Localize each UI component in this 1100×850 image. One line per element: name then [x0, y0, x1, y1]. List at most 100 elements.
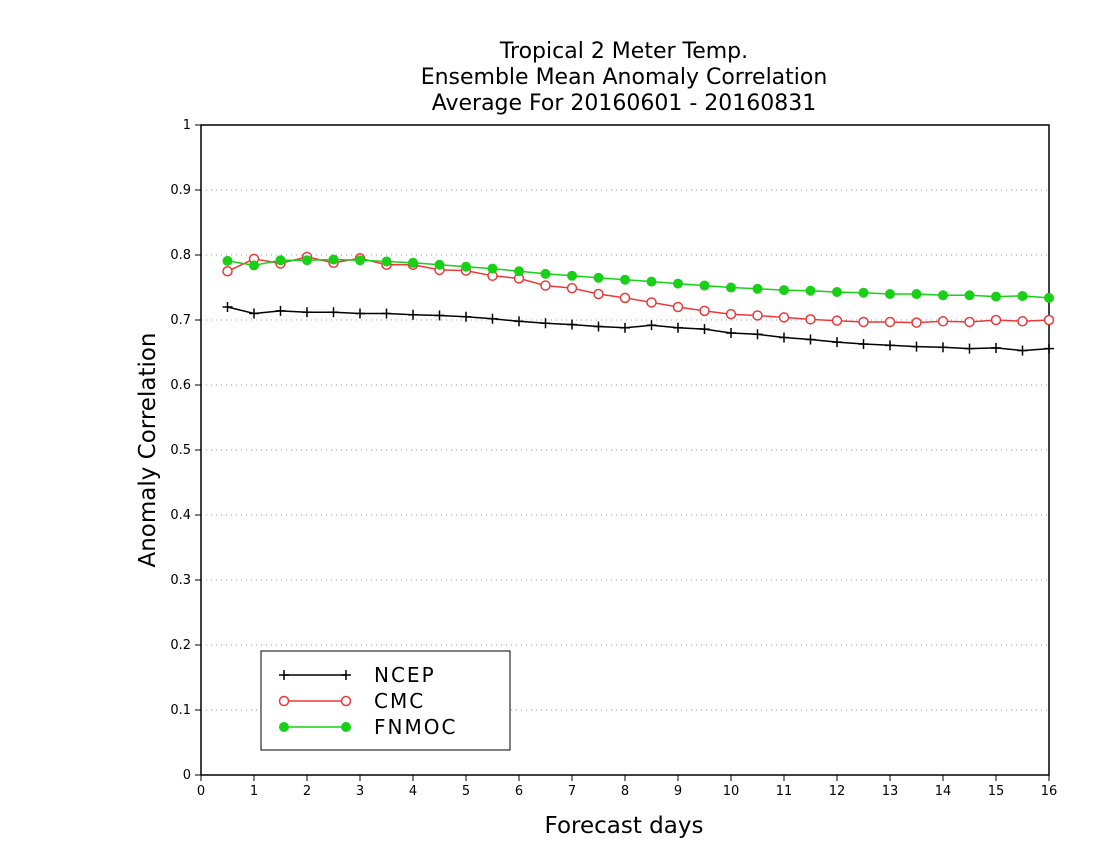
- y-tick-label: 0.6: [170, 378, 191, 393]
- x-tick-label: 5: [462, 784, 470, 799]
- data-point-ncep: [673, 322, 683, 333]
- x-tick-label: 6: [515, 784, 523, 799]
- legend-marker-fnmoc: [279, 722, 289, 732]
- data-point-fnmoc: [805, 285, 816, 296]
- data-point-fnmoc: [752, 283, 763, 294]
- y-tick-label: 0.7: [170, 313, 191, 328]
- data-point-ncep: [620, 322, 630, 333]
- y-axis-label: Anomaly Correlation: [135, 332, 161, 567]
- data-point-fnmoc: [275, 255, 286, 266]
- data-point-ncep: [222, 302, 233, 312]
- x-tick-label: 14: [935, 784, 952, 799]
- data-point-ncep: [355, 308, 365, 319]
- data-point-cmc: [911, 317, 922, 328]
- x-tick-label: 8: [621, 784, 629, 799]
- y-tick-label: 0: [183, 768, 191, 783]
- legend-item-fnmoc: FNMOC: [279, 715, 457, 739]
- legend-marker-ncep: [341, 670, 351, 680]
- x-tick-label: 1: [250, 784, 258, 799]
- data-point-cmc: [858, 316, 869, 328]
- legend-marker-cmc: [278, 695, 290, 707]
- data-point-ncep: [911, 341, 922, 352]
- data-point-ncep: [726, 328, 736, 338]
- x-tick-label: 9: [674, 784, 682, 799]
- x-tick-label: 10: [723, 784, 740, 799]
- data-point-ncep: [991, 342, 1001, 353]
- x-tick-label: 11: [776, 784, 793, 799]
- data-point-cmc: [884, 316, 896, 328]
- data-point-ncep: [461, 311, 471, 322]
- data-point-fnmoc: [249, 260, 259, 271]
- x-tick-label: 15: [988, 784, 1005, 799]
- x-tick-label: 4: [409, 784, 417, 799]
- data-point-cmc: [725, 308, 737, 320]
- x-axis-label: Forecast days: [545, 813, 704, 839]
- x-tick-label: 16: [1041, 784, 1058, 799]
- data-point-cmc: [1043, 314, 1055, 326]
- data-point-cmc: [222, 266, 233, 277]
- data-point-fnmoc: [487, 263, 498, 274]
- data-point-ncep: [885, 340, 895, 351]
- legend-label-fnmoc: FNMOC: [374, 715, 457, 739]
- gridlines: [201, 189, 1049, 711]
- data-point-ncep: [434, 310, 445, 321]
- data-point-cmc: [699, 305, 710, 317]
- data-point-ncep: [540, 318, 551, 329]
- data-point-ncep: [328, 307, 339, 318]
- y-tick-label: 0.4: [170, 508, 191, 523]
- data-point-ncep: [832, 337, 842, 348]
- title-line-3: Average For 20160601 - 20160831: [432, 91, 817, 116]
- legend-marker-ncep: [279, 670, 289, 680]
- legend-marker-fnmoc: [341, 722, 351, 732]
- data-point-fnmoc: [726, 282, 736, 293]
- data-point-cmc: [937, 316, 949, 327]
- series-line-fnmoc: [227, 258, 1050, 299]
- data-point-ncep: [699, 324, 710, 335]
- data-point-fnmoc: [858, 287, 869, 298]
- data-point-ncep: [514, 316, 524, 327]
- y-tick-label: 0.5: [170, 443, 191, 458]
- legend-marker-cmc: [340, 695, 352, 707]
- data-point-fnmoc: [779, 285, 789, 296]
- x-axis: 0 1 2 3 4 5 6 7 8 9 10 11 12 13 14 15 16: [197, 775, 1057, 799]
- legend-item-cmc: CMC: [278, 689, 425, 713]
- data-point-cmc: [805, 314, 816, 325]
- y-tick-label: 0.8: [170, 248, 191, 263]
- x-tick-label: 13: [882, 784, 899, 799]
- data-point-ncep: [302, 307, 312, 318]
- x-tick-label: 12: [829, 784, 846, 799]
- data-point-cmc: [593, 288, 604, 300]
- series-layer: [222, 251, 1055, 356]
- y-tick-label: 0.9: [170, 183, 191, 198]
- data-point-fnmoc: [461, 261, 471, 272]
- data-point-cmc: [540, 280, 551, 291]
- data-point-fnmoc: [938, 290, 948, 301]
- data-point-ncep: [408, 309, 418, 320]
- data-point-fnmoc: [964, 290, 975, 301]
- data-point-ncep: [646, 320, 657, 331]
- title-line-2: Ensemble Mean Anomaly Correlation: [421, 65, 828, 90]
- x-tick-label: 7: [568, 784, 576, 799]
- data-point-fnmoc: [593, 272, 604, 283]
- data-point-cmc: [619, 292, 631, 304]
- data-point-fnmoc: [355, 255, 365, 266]
- series-cmc: [222, 251, 1055, 328]
- series-fnmoc: [222, 254, 1054, 303]
- data-point-ncep: [381, 308, 392, 319]
- data-point-fnmoc: [514, 266, 524, 277]
- data-point-cmc: [831, 315, 843, 326]
- chart-title: Tropical 2 Meter Temp. Ensemble Mean Ano…: [421, 39, 828, 116]
- y-tick-label: 0.2: [170, 638, 191, 653]
- legend-label-cmc: CMC: [374, 689, 425, 713]
- data-point-fnmoc: [699, 280, 710, 291]
- data-point-fnmoc: [1017, 290, 1028, 301]
- data-point-fnmoc: [620, 274, 630, 285]
- data-point-cmc: [672, 301, 684, 313]
- legend-label-ncep: NCEP: [374, 663, 436, 687]
- data-point-fnmoc: [567, 270, 577, 281]
- data-point-ncep: [858, 339, 869, 350]
- data-point-fnmoc: [991, 291, 1001, 302]
- data-point-fnmoc: [434, 259, 445, 270]
